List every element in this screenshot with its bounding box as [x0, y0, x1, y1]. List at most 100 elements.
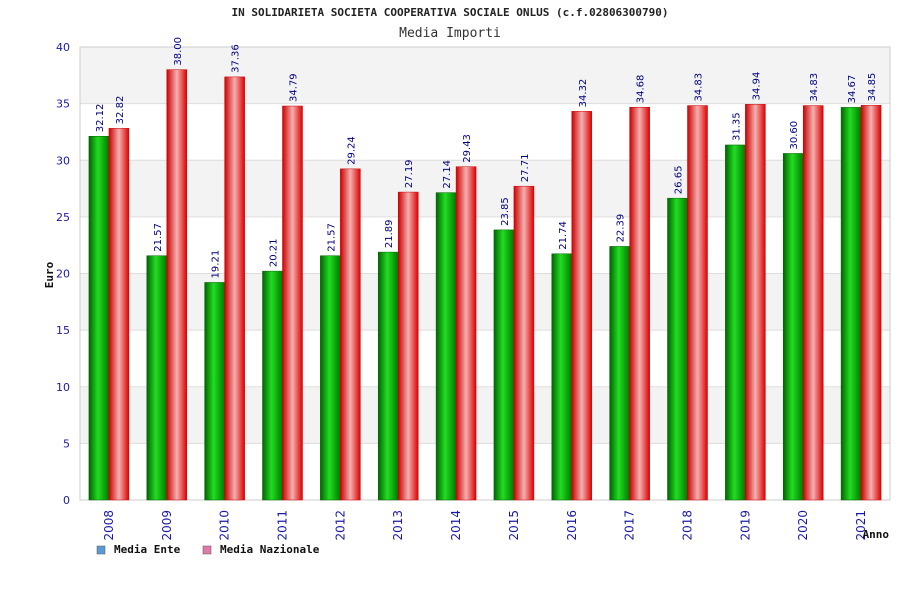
- bar-media-ente-2008: [88, 135, 110, 501]
- bar-media-ente-2019: [725, 144, 746, 501]
- data-label-media-ente-2018: 26.65: [674, 166, 685, 195]
- background-band: [80, 273, 890, 331]
- data-label-media-nazionale-2018: 34.83: [694, 73, 705, 102]
- data-label-media-ente-2013: 21.89: [384, 219, 395, 248]
- bar-media-ente-2018: [667, 197, 688, 501]
- bar-media-nazionale-2021: [860, 105, 882, 501]
- y-tick-label: 35: [56, 98, 70, 111]
- bar-media-ente-2014: [435, 192, 457, 501]
- y-tick-label: 40: [56, 41, 70, 54]
- y-tick-label: 30: [56, 154, 70, 167]
- x-tick-label-2020: 2020: [796, 510, 810, 541]
- legend-swatch-media-ente: [96, 545, 106, 555]
- background-band: [80, 160, 890, 217]
- data-label-media-ente-2014: 27.14: [442, 160, 453, 189]
- bar-media-nazionale-2010: [224, 76, 245, 501]
- bar-media-nazionale-2008: [108, 128, 130, 501]
- x-tick-label-2008: 2008: [102, 510, 116, 541]
- plot-frame: [79, 46, 891, 501]
- bar-media-nazionale-2016: [571, 111, 593, 501]
- data-label-media-ente-2020: 30.60: [789, 121, 800, 150]
- x-tick-label-2010: 2010: [218, 510, 232, 541]
- data-label-media-ente-2016: 21.74: [558, 221, 569, 250]
- background-band: [80, 103, 890, 161]
- bar-media-ente-2013: [377, 251, 399, 501]
- y-axis-ticks: 0 5 10 15 20 25 30 35 40: [56, 41, 70, 507]
- bars: [88, 69, 882, 501]
- background-band: [80, 216, 890, 274]
- data-label-media-nazionale-2012: 29.24: [346, 136, 357, 165]
- bar-media-nazionale-2017: [629, 106, 650, 501]
- bar-media-nazionale-2018: [687, 105, 708, 501]
- data-label-media-nazionale-2019: 34.94: [751, 72, 762, 101]
- bar-media-nazionale-2015: [513, 185, 535, 501]
- data-label-media-nazionale-2021: 34.85: [867, 73, 878, 102]
- x-tick-label-2019: 2019: [738, 510, 752, 541]
- data-label-media-ente-2008: 32.12: [95, 104, 106, 133]
- data-label-media-ente-2011: 20.21: [269, 238, 280, 267]
- bar-media-ente-2009: [146, 255, 168, 501]
- legend: Media Ente Media Nazionale: [96, 543, 320, 556]
- x-tick-label-2012: 2012: [333, 510, 347, 541]
- bar-media-nazionale-2019: [745, 104, 766, 501]
- x-axis-label: Anno: [863, 528, 890, 541]
- data-label-media-nazionale-2008: 32.82: [115, 96, 126, 125]
- data-label-media-nazionale-2014: 29.43: [462, 134, 473, 163]
- bar-media-ente-2021: [840, 107, 862, 501]
- legend-swatch-media-nazionale: [202, 545, 212, 555]
- data-label-media-nazionale-2013: 27.19: [404, 159, 415, 188]
- x-tick-label-2009: 2009: [160, 510, 174, 541]
- bar-media-nazionale-2020: [802, 105, 824, 501]
- background-band: [80, 47, 890, 104]
- bar-media-ente-2010: [204, 282, 225, 501]
- data-label-media-nazionale-2020: 34.83: [809, 73, 820, 102]
- bar-media-ente-2017: [609, 246, 630, 501]
- x-axis-ticks: 2008 2009 2010 2011 2012 2013 2014 2015 2016 2017…: [102, 510, 868, 541]
- x-tick-label-2011: 2011: [276, 510, 290, 541]
- data-label-media-nazionale-2017: 34.68: [636, 75, 647, 104]
- y-tick-label: 20: [56, 268, 70, 281]
- data-label-media-nazionale-2009: 38.00: [173, 37, 184, 66]
- data-label-media-nazionale-2015: 27.71: [520, 154, 531, 183]
- bar-media-ente-2012: [320, 255, 341, 501]
- background-band: [80, 330, 890, 387]
- y-tick-label: 5: [63, 437, 70, 450]
- data-label-media-ente-2017: 22.39: [616, 214, 627, 243]
- y-axis-label: Euro: [43, 261, 56, 288]
- x-tick-label-2014: 2014: [449, 510, 463, 541]
- x-tick-label-2013: 2013: [391, 510, 405, 541]
- chart-subtitle: Media Importi: [399, 26, 501, 41]
- x-tick-label-2016: 2016: [565, 510, 579, 541]
- bar-media-nazionale-2012: [340, 168, 361, 501]
- data-label-media-nazionale-2016: 34.32: [578, 79, 589, 108]
- chart-title: IN SOLIDARIETA SOCIETA COOPERATIVA SOCIA…: [231, 6, 668, 19]
- data-label-media-ente-2009: 21.57: [153, 223, 164, 252]
- y-tick-label: 25: [56, 211, 70, 224]
- bar-media-nazionale-2014: [455, 166, 477, 501]
- data-labels: 32.12 32.82 21.57 38.00 19.21 37.36 20.21 34.79…: [95, 37, 878, 278]
- data-label-media-ente-2015: 23.85: [500, 197, 511, 226]
- y-tick-label: 0: [63, 494, 70, 507]
- bar-media-ente-2015: [493, 229, 515, 501]
- x-tick-label-2018: 2018: [681, 510, 695, 541]
- data-label-media-nazionale-2010: 37.36: [231, 44, 242, 73]
- y-tick-label: 10: [56, 381, 70, 394]
- bar-media-nazionale-2009: [166, 69, 188, 501]
- x-tick-label-2021: 2021: [854, 510, 868, 541]
- legend-label-media-nazionale: Media Nazionale: [220, 543, 320, 556]
- bar-media-nazionale-2011: [282, 105, 303, 501]
- data-label-media-ente-2021: 34.67: [847, 75, 858, 104]
- bar-media-ente-2011: [262, 270, 283, 501]
- x-tick-label-2015: 2015: [507, 510, 521, 541]
- data-label-media-nazionale-2011: 34.79: [289, 73, 300, 102]
- data-label-media-ente-2012: 21.57: [326, 223, 337, 252]
- background-band: [80, 443, 890, 500]
- legend-label-media-ente: Media Ente: [114, 543, 181, 556]
- background-band: [80, 386, 890, 444]
- bar-media-ente-2020: [782, 153, 804, 501]
- x-tick-label-2017: 2017: [623, 510, 637, 541]
- y-tick-label: 15: [56, 324, 70, 337]
- data-label-media-ente-2019: 31.35: [731, 112, 742, 141]
